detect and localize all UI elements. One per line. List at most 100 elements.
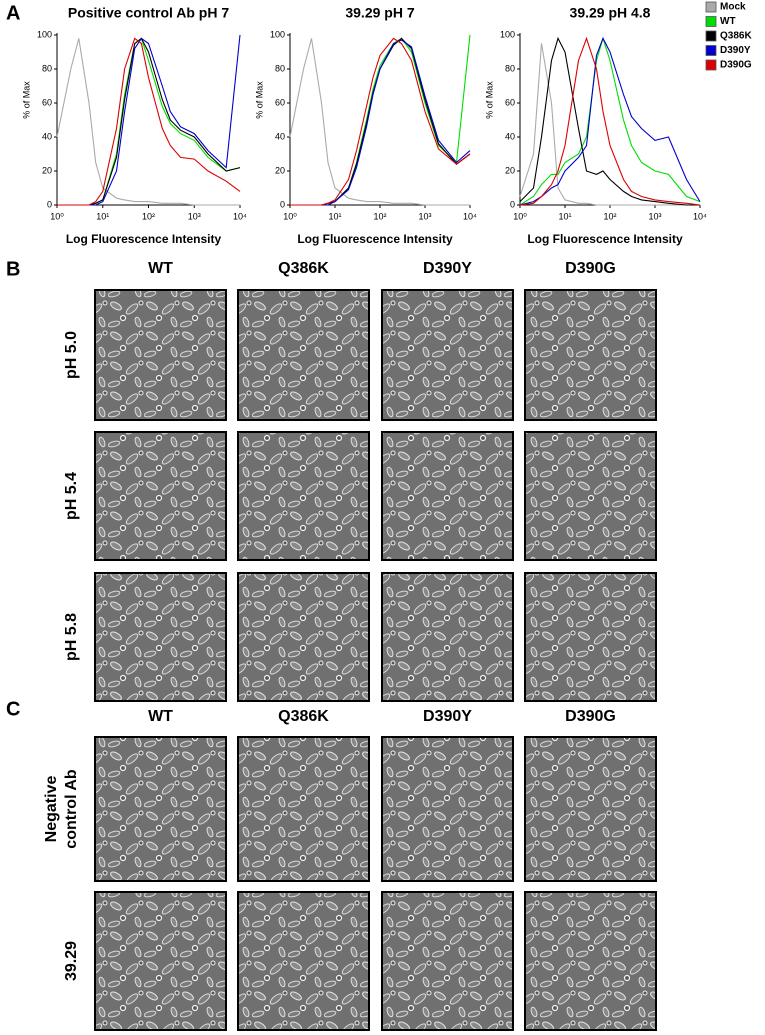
y-tick-label: 20 bbox=[505, 165, 515, 175]
series-line bbox=[56, 38, 240, 206]
micrograph bbox=[94, 431, 227, 561]
chart-title: 39.29 pH 7 bbox=[345, 5, 414, 21]
y-tick-label: 0 bbox=[280, 199, 285, 209]
series-line bbox=[519, 37, 701, 206]
legend-swatch bbox=[705, 16, 717, 27]
micrograph bbox=[381, 572, 514, 702]
micrograph bbox=[524, 289, 657, 421]
x-tick-label: 10⁴ bbox=[463, 211, 477, 221]
micrograph bbox=[524, 891, 657, 1031]
series-line bbox=[290, 37, 471, 206]
series-line bbox=[519, 36, 701, 206]
y-tick-label: 80 bbox=[505, 63, 515, 73]
series-line bbox=[519, 36, 700, 206]
micrograph bbox=[381, 736, 514, 882]
micrograph bbox=[237, 891, 370, 1031]
legend-swatch bbox=[705, 1, 717, 13]
legend-label: Q386K bbox=[720, 31, 752, 42]
column-header: WT bbox=[148, 260, 173, 277]
y-tick-label: 80 bbox=[275, 63, 285, 73]
legend-swatch bbox=[705, 30, 717, 42]
y-tick-label: 20 bbox=[275, 165, 285, 175]
y-axis-label: % of Max bbox=[254, 81, 264, 119]
column-header: D390Y bbox=[423, 260, 472, 277]
micrograph bbox=[94, 891, 227, 1031]
panel-label: C bbox=[6, 698, 20, 720]
legend-label: WT bbox=[720, 16, 736, 27]
x-tick-label: 10³ bbox=[188, 211, 201, 221]
column-header: D390Y bbox=[423, 708, 472, 725]
row-label: pH 5.4 bbox=[63, 472, 80, 520]
x-tick-label: 10⁴ bbox=[233, 211, 247, 221]
series-line bbox=[290, 34, 471, 206]
x-tick-label: 10⁰ bbox=[283, 211, 297, 221]
y-tick-label: 60 bbox=[275, 97, 285, 107]
x-axis-label: Log Fluorescence Intensity bbox=[66, 232, 222, 246]
y-tick-label: 100 bbox=[500, 29, 515, 39]
series-line bbox=[57, 37, 241, 206]
series-line bbox=[519, 36, 701, 206]
x-tick-label: 10⁰ bbox=[50, 211, 64, 221]
y-tick-label: 0 bbox=[510, 199, 515, 209]
row-label: pH 5.0 bbox=[63, 331, 80, 379]
x-axis-label: Log Fluorescence Intensity bbox=[527, 232, 683, 246]
row-label: Negative bbox=[43, 776, 60, 843]
series-line bbox=[289, 38, 470, 206]
x-tick-label: 10¹ bbox=[328, 211, 341, 221]
micrograph bbox=[94, 736, 227, 882]
y-tick-label: 20 bbox=[42, 165, 52, 175]
legend-swatch bbox=[705, 59, 717, 71]
y-tick-label: 60 bbox=[42, 97, 52, 107]
x-tick-label: 10¹ bbox=[558, 211, 571, 221]
x-axis-label: Log Fluorescence Intensity bbox=[297, 232, 453, 246]
series-line bbox=[57, 37, 241, 206]
chart-title: 39.29 pH 4.8 bbox=[570, 5, 651, 21]
y-tick-label: 40 bbox=[275, 131, 285, 141]
chart-title: Positive control Ab pH 7 bbox=[68, 5, 229, 21]
y-tick-label: 100 bbox=[270, 29, 285, 39]
row-label: 39.29 bbox=[63, 941, 80, 981]
y-tick-label: 100 bbox=[37, 29, 52, 39]
x-tick-label: 10² bbox=[142, 211, 155, 221]
micrograph bbox=[524, 572, 657, 702]
y-tick-label: 80 bbox=[42, 63, 52, 73]
micrograph bbox=[237, 572, 370, 702]
x-tick-label: 10³ bbox=[648, 211, 661, 221]
micrograph bbox=[237, 289, 370, 421]
column-header: D390G bbox=[565, 708, 616, 725]
series-line bbox=[519, 43, 700, 206]
y-tick-label: 40 bbox=[505, 131, 515, 141]
y-axis-label: % of Max bbox=[21, 81, 31, 119]
column-header: D390G bbox=[565, 260, 616, 277]
micrograph bbox=[381, 891, 514, 1031]
x-tick-label: 10⁴ bbox=[693, 211, 707, 221]
micrograph bbox=[94, 289, 227, 421]
series-line bbox=[290, 37, 471, 206]
column-header: WT bbox=[148, 708, 173, 725]
column-header: Q386K bbox=[278, 708, 329, 725]
legend-label: D390G bbox=[720, 60, 752, 71]
legend-swatch bbox=[705, 45, 717, 56]
y-tick-label: 40 bbox=[42, 131, 52, 141]
row-label: control Ab bbox=[63, 769, 80, 849]
row-label: pH 5.8 bbox=[63, 613, 80, 661]
panel-label: B bbox=[6, 258, 20, 280]
y-tick-label: 60 bbox=[505, 97, 515, 107]
column-header: Q386K bbox=[278, 260, 329, 277]
y-axis-label: % of Max bbox=[484, 81, 494, 119]
micrograph bbox=[237, 431, 370, 561]
micrograph bbox=[237, 736, 370, 882]
y-tick-label: 0 bbox=[47, 199, 52, 209]
panel-label: A bbox=[6, 2, 20, 24]
x-tick-label: 10⁰ bbox=[513, 211, 527, 221]
micrograph bbox=[524, 736, 657, 882]
x-tick-label: 10¹ bbox=[96, 211, 109, 221]
x-tick-label: 10² bbox=[603, 211, 616, 221]
micrograph bbox=[381, 289, 514, 421]
micrograph bbox=[381, 431, 514, 561]
x-tick-label: 10² bbox=[373, 211, 386, 221]
micrograph bbox=[94, 572, 227, 702]
series-line bbox=[57, 37, 241, 206]
x-tick-label: 10³ bbox=[418, 211, 431, 221]
